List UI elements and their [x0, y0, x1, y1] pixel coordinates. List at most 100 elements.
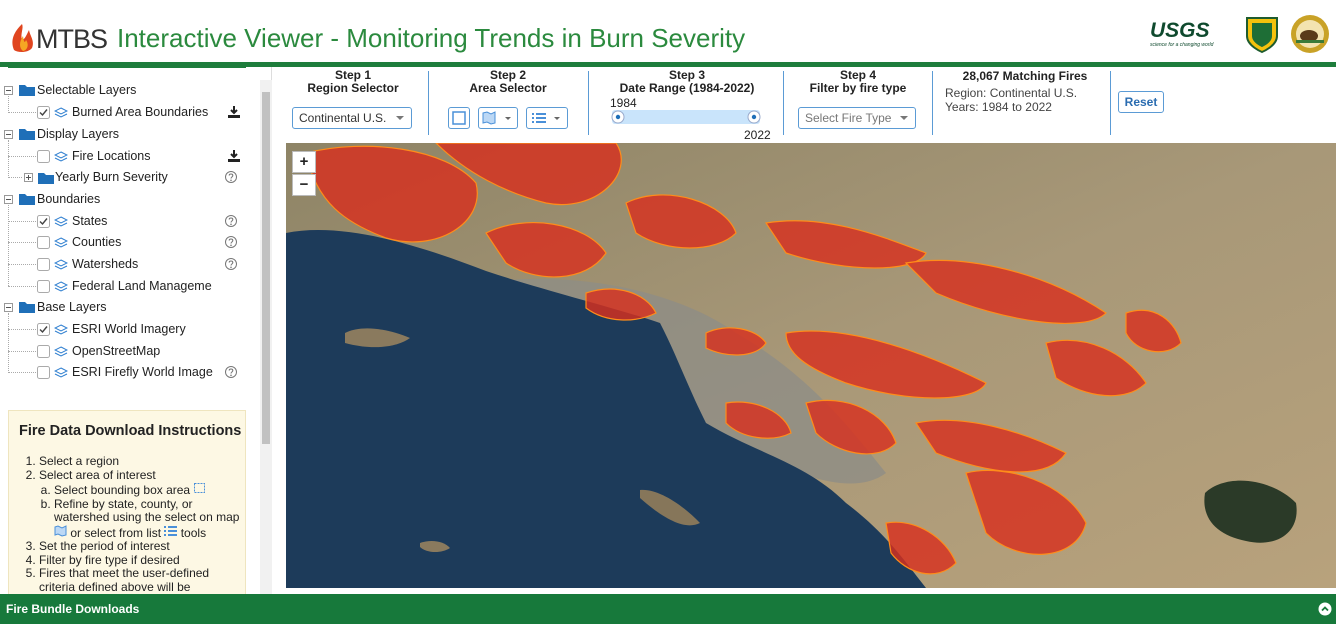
instruction: Select bounding box area [54, 482, 245, 498]
doi-seal [1291, 15, 1329, 53]
tree-line [8, 285, 36, 287]
tree-line [8, 350, 36, 352]
layer-label: Fire Locations [72, 148, 151, 163]
step-number: Step 2 [489, 68, 526, 82]
help-icon[interactable] [224, 365, 238, 379]
burn-areas [305, 143, 1182, 575]
separator [932, 71, 933, 135]
help-icon[interactable] [224, 257, 238, 271]
collapse-toggle[interactable] [4, 129, 13, 139]
checkbox[interactable] [37, 149, 50, 163]
collapse-toggle[interactable] [4, 303, 13, 313]
layer-label: Yearly Burn Severity [55, 170, 168, 185]
map-select-icon [54, 524, 67, 537]
checkbox[interactable] [37, 344, 50, 358]
forest-service-shield [1246, 17, 1278, 54]
instruction-text: Select area of interest [39, 467, 156, 482]
header-bar [0, 62, 1336, 67]
tree-line [8, 242, 36, 244]
layer-icon [54, 324, 68, 335]
checkbox-checked[interactable] [37, 323, 50, 337]
zoom-in[interactable]: + [292, 151, 316, 173]
download-icon[interactable] [227, 149, 243, 164]
page-title: Interactive Viewer - Monitoring Trends i… [117, 23, 746, 53]
instruction: Refine by state, county, or watershed us… [54, 497, 245, 541]
tree-line [8, 264, 36, 265]
layer-label: ESRI World Imagery [72, 322, 186, 337]
usgs-tagline: science for a changing world [1150, 42, 1214, 48]
instruction: Filter by fire type if desired [39, 553, 245, 568]
list-select-button[interactable] [526, 107, 568, 129]
layer-label: OpenStreetMap [72, 343, 161, 358]
layer-label: ESRI Firefly World Image [72, 365, 213, 380]
checkbox[interactable] [37, 279, 50, 293]
download-icon[interactable] [227, 105, 243, 120]
instructions-title: Fire Data Download Instructions [19, 423, 242, 439]
layer-icon [54, 151, 68, 162]
help-icon[interactable] [224, 214, 238, 228]
layer-label: Burned Area Boundaries [72, 105, 209, 119]
slider-handle[interactable] [747, 110, 761, 124]
list-icon [164, 525, 178, 536]
fire-type-select[interactable]: Select Fire Type [798, 107, 916, 129]
step2: Step 2 Area Selector [432, 69, 584, 95]
flame-logo [12, 24, 33, 53]
step1: Step 1 Region Selector [290, 69, 416, 95]
tree-line [8, 204, 9, 287]
step-label: Area Selector [469, 81, 547, 95]
bbox-icon [194, 483, 206, 493]
slider-handle[interactable] [611, 110, 625, 124]
separator [1110, 71, 1111, 135]
layer-icon [54, 216, 68, 227]
checkbox[interactable] [37, 366, 50, 380]
folder-icon [19, 85, 35, 96]
help-icon[interactable] [224, 235, 238, 249]
collapse-toggle[interactable] [4, 194, 13, 204]
expand-toggle[interactable] [24, 173, 33, 183]
separator [588, 71, 589, 135]
help-icon[interactable] [224, 170, 238, 184]
layer-icon [54, 107, 68, 118]
checkbox[interactable] [37, 258, 50, 271]
footer-title: Fire Bundle Downloads [6, 602, 140, 616]
tree-line [8, 96, 9, 113]
checkbox-checked[interactable] [37, 214, 50, 228]
instruction-text: Select bounding box area [54, 483, 191, 497]
tree-line [8, 177, 22, 179]
tree-line [8, 139, 9, 178]
date-slider[interactable] [612, 110, 760, 124]
summary-years: Years: 1984 to 2022 [945, 100, 1052, 114]
region-select[interactable]: Continental U.S. [292, 107, 412, 129]
separator [428, 71, 429, 135]
layer-label: Federal Land Manageme [72, 278, 212, 293]
checkbox-checked[interactable] [37, 106, 50, 119]
instruction-text: or select from list [70, 525, 162, 540]
slider-end-label: 2022 [744, 128, 771, 142]
header: MTBS Interactive Viewer - Monitoring Tre… [0, 0, 1336, 62]
tree-line [8, 372, 36, 374]
checkbox[interactable] [37, 236, 50, 250]
collapse-toggle[interactable] [4, 86, 13, 95]
reset-button[interactable]: Reset [1118, 91, 1164, 113]
step-label: Region Selector [307, 81, 399, 95]
map-select-button[interactable] [478, 107, 518, 129]
tree-line [8, 112, 36, 113]
bbox-button[interactable] [448, 107, 470, 129]
map[interactable] [286, 143, 1336, 588]
group-label: Boundaries [37, 191, 101, 206]
scroll-thumb[interactable] [262, 92, 270, 444]
tree-line [8, 313, 9, 373]
panel-rule [8, 67, 246, 68]
footer[interactable]: Fire Bundle Downloads [0, 594, 1336, 624]
layer-label: Watersheds [72, 257, 139, 271]
layer-icon [54, 367, 68, 378]
zoom-out[interactable]: − [292, 174, 316, 196]
expand-icon[interactable] [1318, 602, 1332, 616]
instructions-list: Select a region Select area of interest … [9, 454, 245, 594]
step-number: Step 3 [668, 68, 705, 82]
tree-line [8, 220, 36, 222]
tree-line [8, 329, 36, 331]
folder-icon [38, 173, 54, 185]
layer-label: Counties [72, 235, 122, 250]
